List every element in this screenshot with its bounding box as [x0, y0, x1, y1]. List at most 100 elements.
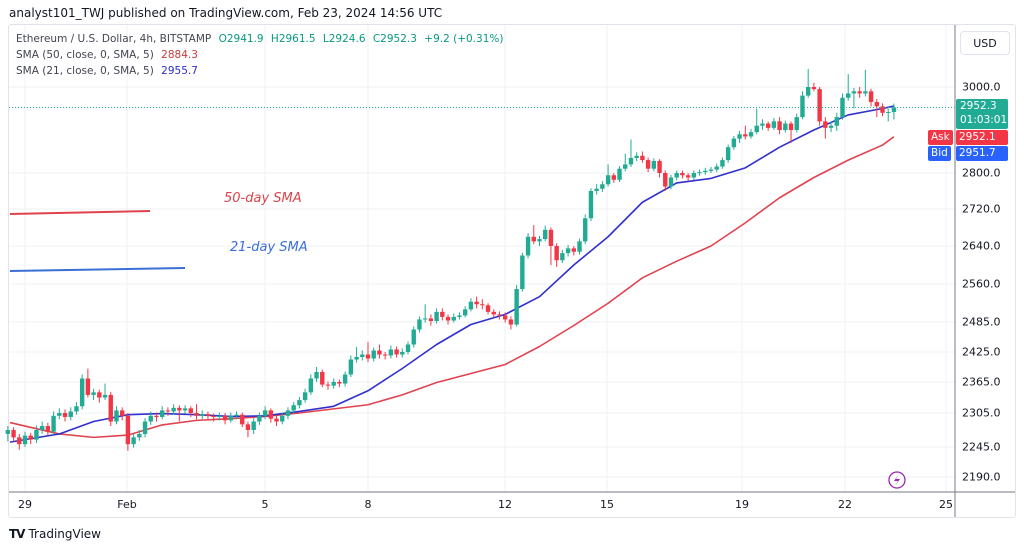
sma21-legend[interactable]: SMA (21, close, 0, SMA, 5) 2955.7 [16, 65, 202, 77]
candle-body [560, 253, 565, 261]
candle [228, 412, 233, 423]
candle [182, 405, 188, 414]
currency-button[interactable]: USD [960, 31, 1010, 55]
candle-body [165, 410, 171, 412]
candle [651, 158, 657, 172]
candle-body [685, 175, 691, 178]
candle-body [708, 169, 714, 171]
candle [771, 117, 777, 130]
lightning-icon[interactable] [888, 471, 906, 489]
candle-body [611, 175, 617, 180]
candle [177, 405, 182, 422]
candle [685, 173, 691, 182]
candle [325, 381, 331, 390]
candle [360, 350, 365, 361]
candle-body [834, 117, 839, 126]
candle-body [222, 415, 228, 421]
candle [605, 164, 611, 187]
candle [314, 367, 319, 382]
candle-body [331, 382, 336, 386]
candle [891, 103, 897, 120]
candle-body [217, 415, 222, 417]
sma50-legend[interactable]: SMA (50, close, 0, SMA, 5) 2884.3 [16, 49, 202, 61]
candle-body [365, 354, 371, 359]
candle [142, 418, 148, 438]
candle [520, 252, 525, 292]
candle-body [160, 410, 165, 417]
candle [462, 306, 468, 318]
candle [131, 433, 136, 448]
candle [537, 235, 542, 246]
candle [846, 74, 851, 101]
candle-body [462, 309, 468, 316]
candle-body [342, 374, 348, 384]
candle [417, 316, 422, 333]
candle-body [851, 91, 857, 94]
candle [234, 411, 239, 420]
candle-body [697, 172, 702, 174]
candle [217, 412, 222, 421]
candle-body [354, 357, 359, 360]
candle-body [234, 414, 239, 416]
candle [645, 157, 651, 173]
candle [588, 188, 594, 222]
candle [834, 112, 839, 131]
candle [320, 369, 325, 388]
candle [422, 304, 428, 323]
candle-body [205, 414, 211, 416]
price-tick: 2245.0 [962, 440, 1001, 454]
candle [754, 108, 759, 135]
time-tick: 8 [364, 498, 372, 511]
candle [457, 312, 462, 320]
time-tick: 19 [735, 498, 749, 511]
brand-name: TradingView [28, 527, 101, 541]
candle-body [91, 392, 96, 395]
candle [548, 227, 554, 265]
candle [194, 404, 199, 420]
candle [737, 130, 742, 143]
candle [497, 311, 502, 320]
symbol-legend[interactable]: Ethereum / U.S. Dollar, 4h, BITSTAMP O29… [16, 33, 507, 45]
candle [274, 415, 279, 427]
candle-body [308, 378, 314, 393]
candle [720, 157, 725, 169]
candle-body [251, 421, 256, 430]
candle-body [297, 400, 302, 406]
candle [451, 313, 456, 323]
candle [28, 432, 33, 445]
candle-body [588, 191, 594, 219]
sma50-value: 2884.3 [161, 49, 198, 61]
candle [434, 308, 439, 324]
candle-body [451, 316, 456, 321]
candle-body [45, 426, 51, 432]
candle-body [262, 410, 268, 416]
time-tick: 29 [18, 498, 32, 511]
ohlc-open: O2941.9 [218, 33, 264, 45]
candle-body [394, 349, 399, 355]
sma21-line [9, 105, 895, 443]
candle [119, 407, 125, 421]
time-tick: 25 [939, 498, 953, 511]
candle [257, 412, 262, 425]
candle [485, 303, 491, 315]
candle-body [405, 344, 411, 352]
candle-body [148, 415, 153, 422]
candle-body [623, 164, 628, 169]
candle-body [634, 155, 639, 158]
candle [680, 170, 685, 179]
candle-body [102, 394, 108, 398]
candle [611, 173, 617, 183]
candle [577, 238, 582, 255]
ohlc-close: C2952.3 [372, 33, 417, 45]
tradingview-brand[interactable]: TV TradingView [9, 527, 101, 541]
candle-body [863, 91, 868, 94]
candle [640, 151, 645, 163]
candle-body [28, 435, 33, 440]
candle [285, 407, 291, 420]
candle [34, 425, 39, 444]
candle [297, 396, 302, 409]
candle [268, 408, 274, 423]
candle-body [720, 160, 725, 167]
candle-body [62, 413, 68, 417]
